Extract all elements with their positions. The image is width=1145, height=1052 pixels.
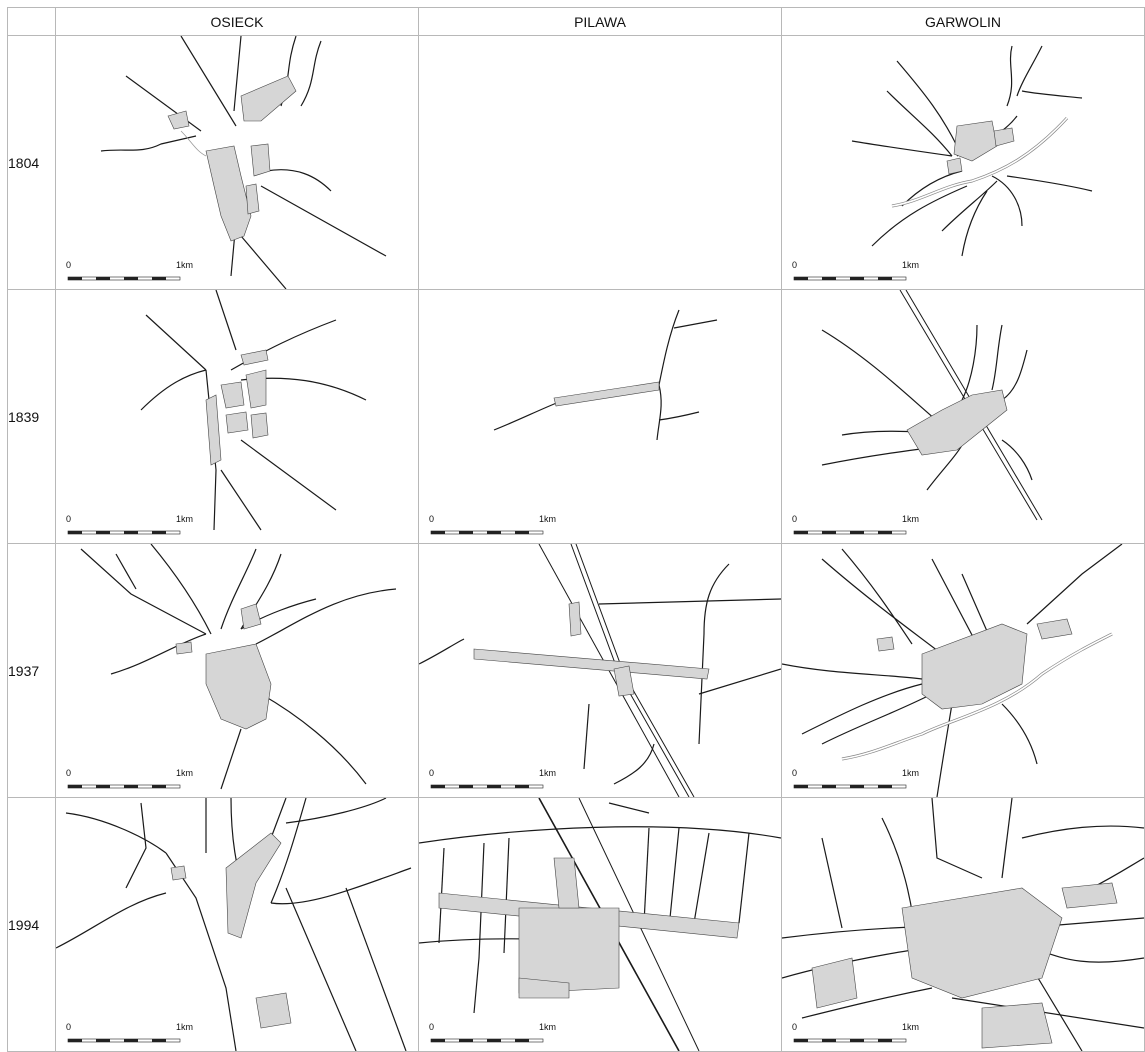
scale-end-label: 1km	[902, 1022, 919, 1032]
row-1804: 1804	[7, 35, 1145, 290]
map-osieck-1839-svg: 0 1km	[66, 290, 367, 535]
roads	[782, 544, 1123, 797]
buildings	[170, 832, 292, 1029]
scale-start-label: 0	[66, 260, 71, 270]
map-pilawa-1994: 0 1km	[418, 797, 782, 1052]
roads	[821, 290, 1043, 521]
map-pilawa-1937-svg: 0 1km	[419, 544, 781, 797]
scale-bar: 0 1km	[66, 260, 193, 281]
scale-start-label: 0	[792, 514, 797, 524]
corner-cell	[7, 7, 56, 36]
scale-start-label: 0	[429, 768, 434, 778]
buildings	[438, 857, 740, 999]
scale-end-label: 1km	[539, 514, 556, 524]
scale-end-label: 1km	[902, 514, 919, 524]
column-header-pilawa: PILAWA	[418, 7, 782, 36]
map-osieck-1804-svg: 0 1km	[66, 36, 387, 289]
buildings	[811, 882, 1118, 1049]
buildings	[473, 601, 710, 697]
map-garwolin-1937: 0 1km	[781, 543, 1145, 798]
map-pilawa-1937: 0 1km	[418, 543, 782, 798]
map-table: OSIECK PILAWA GARWOLIN 1804	[7, 7, 1145, 1052]
roads	[493, 309, 718, 441]
scale-end-label: 1km	[539, 768, 556, 778]
map-garwolin-1839: 0 1km	[781, 289, 1145, 544]
scale-start-label: 0	[429, 514, 434, 524]
scale-start-label: 0	[66, 1022, 71, 1032]
map-pilawa-1994-svg: 0 1km	[419, 798, 781, 1051]
buildings	[946, 120, 1015, 175]
scale-start-label: 0	[792, 260, 797, 270]
map-pilawa-1804-svg	[419, 36, 781, 289]
row-1994: 1994	[7, 797, 1145, 1052]
scale-end-label: 1km	[176, 768, 193, 778]
map-garwolin-1994: 0 1km	[781, 797, 1145, 1052]
map-pilawa-1804	[418, 35, 782, 290]
scale-bar: 0 1km	[792, 1022, 919, 1043]
map-garwolin-1804: 0 1km	[781, 35, 1145, 290]
map-osieck-1994-svg: 0 1km	[56, 798, 412, 1051]
row-label-1937: 1937	[7, 543, 56, 798]
scale-bar: 0 1km	[66, 514, 193, 535]
roads	[140, 290, 367, 531]
scale-start-label: 0	[792, 768, 797, 778]
map-garwolin-1839-svg: 0 1km	[792, 290, 1043, 535]
map-pilawa-1839-svg: 0 1km	[429, 309, 718, 535]
row-1839: 1839	[7, 289, 1145, 544]
header-row: OSIECK PILAWA GARWOLIN	[7, 7, 1145, 36]
map-osieck-1804: 0 1km	[55, 35, 419, 290]
row-label-1839: 1839	[7, 289, 56, 544]
row-label-1804: 1804	[7, 35, 56, 290]
map-garwolin-1937-svg: 0 1km	[782, 544, 1123, 797]
scale-end-label: 1km	[902, 768, 919, 778]
buildings	[175, 603, 272, 730]
scale-bar: 0 1km	[66, 768, 193, 789]
scale-end-label: 1km	[902, 260, 919, 270]
scale-bar: 0 1km	[792, 768, 919, 789]
buildings	[167, 75, 297, 242]
map-osieck-1937-svg: 0 1km	[66, 544, 397, 790]
scale-start-label: 0	[792, 1022, 797, 1032]
scale-bar: 0 1km	[429, 768, 556, 789]
buildings	[205, 349, 269, 466]
scale-start-label: 0	[429, 1022, 434, 1032]
scale-end-label: 1km	[539, 1022, 556, 1032]
map-osieck-1937: 0 1km	[55, 543, 419, 798]
scale-start-label: 0	[66, 768, 71, 778]
map-osieck-1839: 0 1km	[55, 289, 419, 544]
column-header-garwolin: GARWOLIN	[781, 7, 1145, 36]
map-garwolin-1994-svg: 0 1km	[782, 798, 1144, 1051]
map-garwolin-1804-svg: 0 1km	[792, 45, 1093, 281]
row-label-1994: 1994	[7, 797, 56, 1052]
buildings	[876, 618, 1073, 710]
scale-bar: 0 1km	[429, 514, 556, 535]
scale-bar: 0 1km	[66, 1022, 193, 1043]
map-pilawa-1839: 0 1km	[418, 289, 782, 544]
roads	[100, 36, 387, 289]
roads	[419, 544, 781, 797]
buildings	[553, 381, 660, 407]
scale-end-label: 1km	[176, 1022, 193, 1032]
map-osieck-1994: 0 1km	[55, 797, 419, 1052]
scale-start-label: 0	[66, 514, 71, 524]
scale-bar: 0 1km	[792, 260, 919, 281]
scale-bar: 0 1km	[429, 1022, 556, 1043]
scale-bar: 0 1km	[792, 514, 919, 535]
scale-end-label: 1km	[176, 260, 193, 270]
column-header-osieck: OSIECK	[55, 7, 419, 36]
buildings	[906, 389, 1008, 456]
scale-end-label: 1km	[176, 514, 193, 524]
row-1937: 1937	[7, 543, 1145, 798]
